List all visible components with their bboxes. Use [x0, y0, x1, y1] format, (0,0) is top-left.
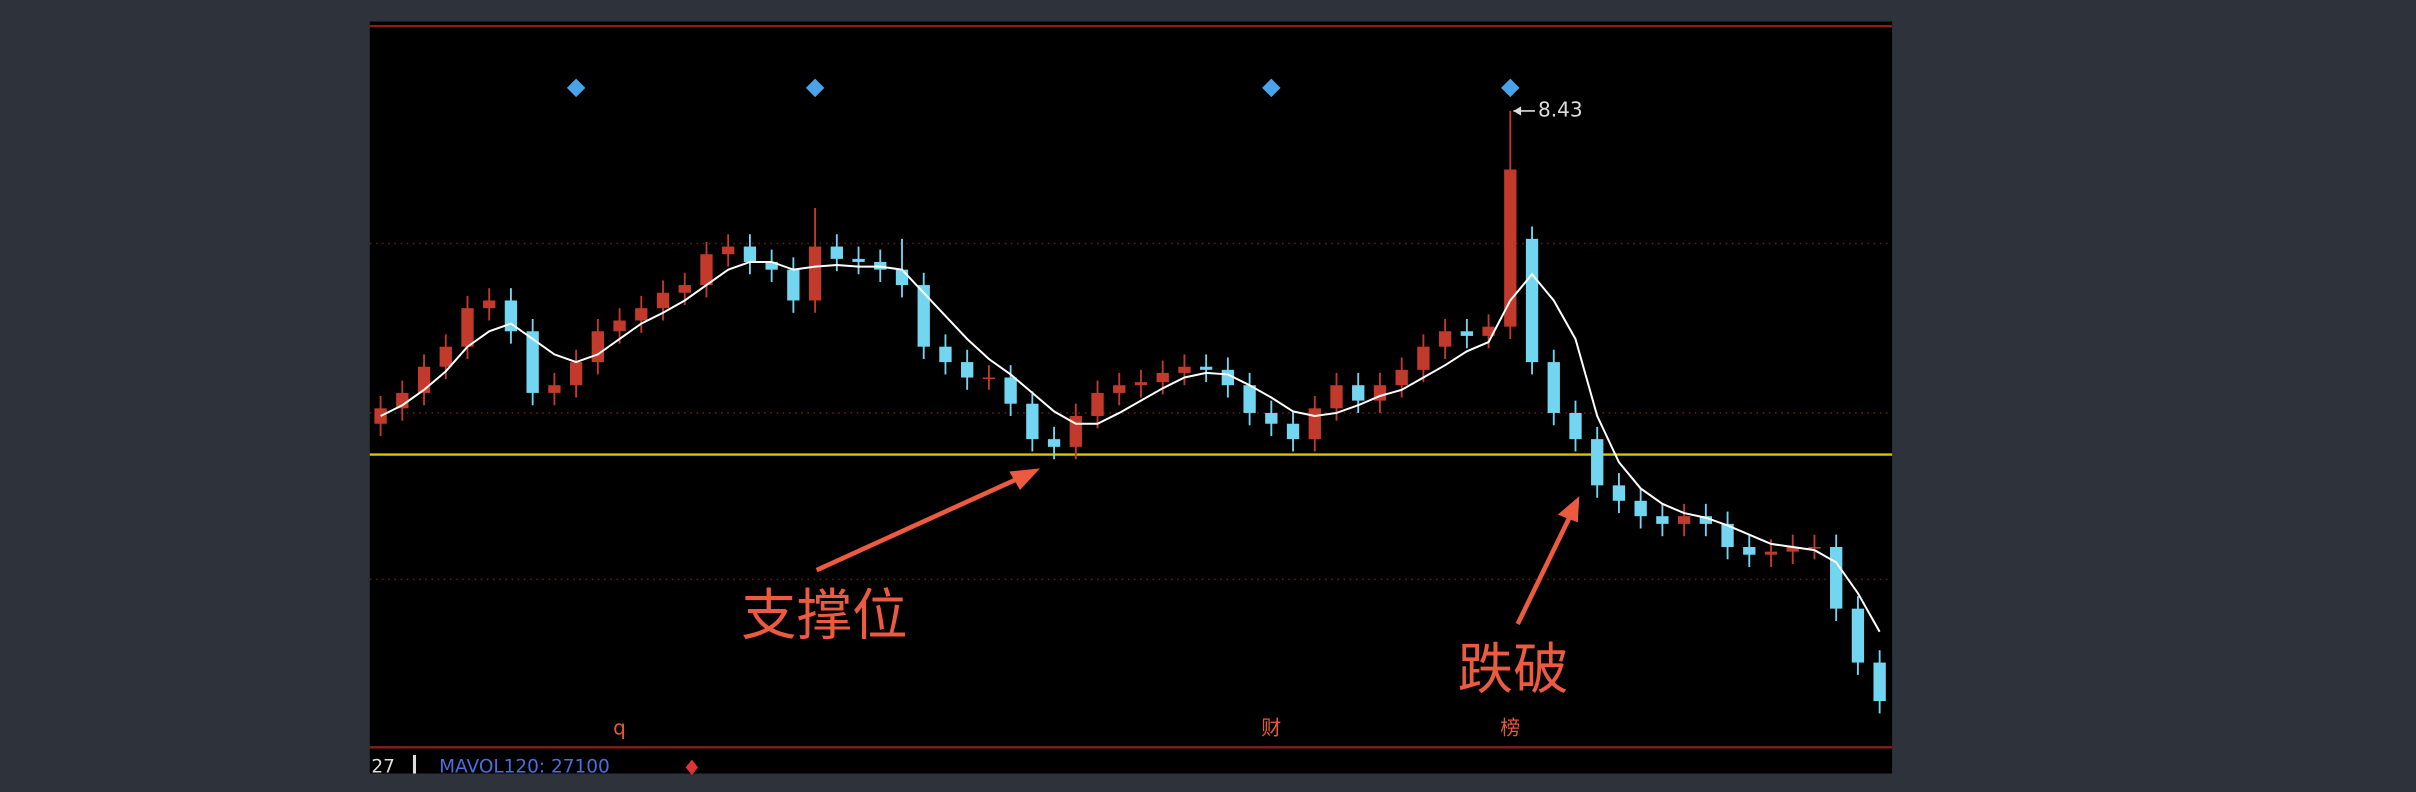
cursor-bar [412, 755, 417, 774]
volume-header: 27 [371, 756, 395, 777]
candle-body [939, 346, 952, 363]
annotation-arrow [815, 475, 1021, 573]
candle-body [1134, 382, 1148, 386]
candle-body [743, 246, 757, 262]
candle-body [830, 246, 843, 259]
candle-body [1786, 547, 1799, 552]
candle-body [1808, 547, 1821, 549]
candle-body [1308, 408, 1321, 440]
candle-body [1721, 523, 1734, 547]
candle-body [1438, 331, 1452, 347]
bottom-tag: q [613, 715, 626, 739]
candle-body [635, 308, 648, 321]
candle-body [1591, 439, 1604, 486]
annotation-arrow [1515, 515, 1573, 626]
peak-label: 8.43 [1538, 97, 1583, 121]
candle-body [1873, 662, 1886, 702]
bottom-tag: 榜 [1500, 715, 1520, 739]
candle-body [591, 331, 604, 363]
candle-body [1113, 385, 1126, 393]
candle-body [1199, 366, 1213, 370]
peak-pointer-head [1513, 106, 1522, 116]
candle-body [461, 308, 474, 347]
candle-body [678, 285, 691, 293]
annotation: 跌破 [1458, 638, 1569, 702]
bottom-tag: 财 [1261, 715, 1281, 739]
arrow-head [1557, 496, 1580, 523]
candle-body [483, 300, 496, 309]
candle-body [1330, 385, 1343, 409]
ma-line [380, 260, 1881, 633]
candle-body [1156, 372, 1169, 383]
annotation: 支撑位 [741, 585, 907, 649]
candle-body [396, 392, 409, 409]
candle-body [1265, 412, 1278, 424]
candle-body [1286, 423, 1300, 440]
candle-body [1395, 369, 1408, 386]
candle-body [765, 261, 778, 270]
candle-body [808, 246, 822, 301]
event-marker [1262, 78, 1281, 98]
candle-body [439, 346, 452, 367]
candle-body [1851, 608, 1865, 663]
candle-body [852, 258, 865, 262]
candle-body [1525, 238, 1539, 363]
mavol-label: MAVOL120: 27100 [439, 756, 610, 777]
candle-body [895, 269, 909, 286]
candle-body [1047, 439, 1061, 447]
candle-body [613, 320, 626, 332]
candle-body [1569, 412, 1582, 440]
event-marker [566, 78, 586, 98]
candle-body [722, 246, 735, 255]
candle-body [1699, 516, 1713, 524]
candle-body [1460, 331, 1474, 336]
candle-body [1243, 385, 1256, 413]
candle-body [1482, 326, 1495, 336]
chart-panel [369, 21, 1893, 774]
candle-body [1026, 403, 1039, 440]
candle-body [1634, 500, 1647, 517]
plot: 8.43 q 财 榜 [369, 78, 1893, 739]
candle-body [700, 254, 713, 286]
arrow-head [1009, 468, 1041, 490]
candle-body [1004, 377, 1017, 404]
candle-body [1764, 551, 1778, 555]
candle-body [982, 377, 996, 380]
candle-body [656, 292, 670, 309]
candle-body [1830, 547, 1843, 609]
candle-body [787, 269, 800, 301]
candle-body [1504, 169, 1517, 327]
candle-body [961, 362, 974, 378]
event-marker [805, 78, 825, 98]
candle-body [1352, 385, 1365, 401]
candle-body [1178, 366, 1191, 373]
candle-body [1417, 346, 1430, 370]
candle-body [1656, 516, 1669, 524]
candle-body [504, 300, 518, 332]
candle-body [569, 362, 583, 386]
candle-body [1091, 392, 1104, 417]
candle-body [917, 285, 930, 347]
candle-body [1743, 547, 1756, 555]
candle-body [1547, 362, 1560, 413]
candle-body [1612, 485, 1626, 501]
candle-body [548, 385, 561, 393]
candle-body [526, 331, 539, 393]
candle-body [1677, 516, 1691, 524]
